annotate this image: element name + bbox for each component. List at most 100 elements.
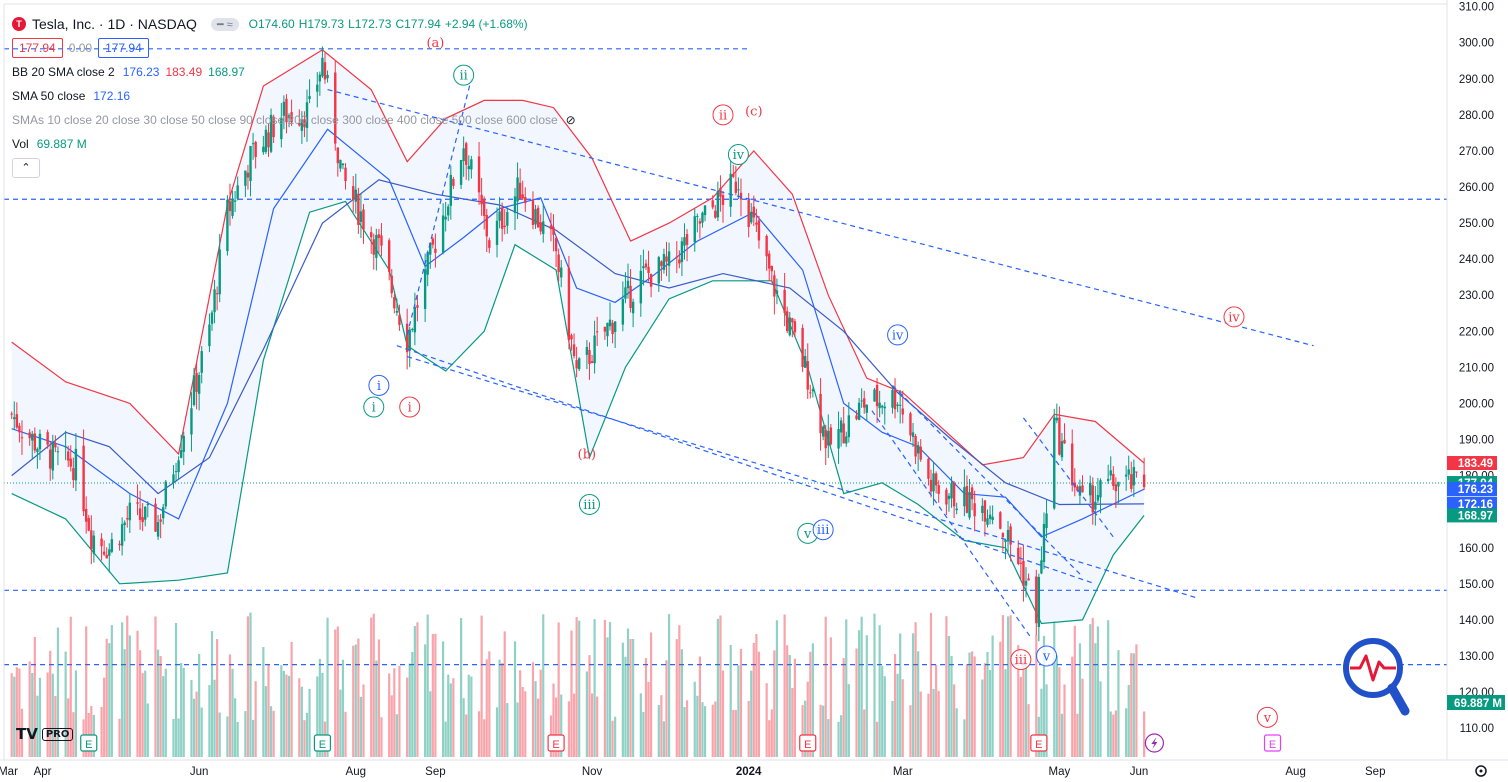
- candle-body: [182, 435, 185, 452]
- wave-label: v: [1256, 706, 1278, 728]
- bb-lower-line: [11, 200, 1145, 625]
- vol-value: 69.887 M: [36, 137, 87, 151]
- candle-body: [873, 389, 876, 402]
- candle-body: [146, 503, 149, 506]
- candle-body: [703, 205, 707, 216]
- candle-body: [988, 514, 992, 519]
- volume-bar: [988, 670, 992, 757]
- sma50-legend[interactable]: SMA 50 close 172.16: [12, 84, 576, 108]
- smas-legend[interactable]: SMAs 10 close 20 close 30 close 50 close…: [12, 108, 576, 132]
- volume-bar: [685, 700, 689, 757]
- volume-bar: [716, 618, 719, 757]
- candle-body: [919, 446, 922, 460]
- volume-bar: [811, 643, 814, 757]
- candle-body: [210, 312, 214, 324]
- earnings-letter: E: [1269, 739, 1276, 751]
- earnings-badge[interactable]: E: [1030, 734, 1048, 752]
- volume-bar: [1006, 616, 1010, 757]
- volume-bar: [680, 649, 684, 757]
- bb-legend[interactable]: BB 20 SMA close 2 176.23 183.49 168.97: [12, 60, 576, 84]
- candle-body: [162, 507, 165, 519]
- volume-bar: [1081, 678, 1084, 757]
- time-axis[interactable]: Mar Apr Jun Aug Sep Nov 2024 Mar May Jun Aug Sep: [0, 759, 1508, 782]
- price-tick-label: 200.00: [1459, 398, 1494, 410]
- tradingview-logo[interactable]: TV PRO: [16, 725, 74, 743]
- candle-body: [770, 266, 773, 272]
- candle-body: [434, 248, 437, 253]
- volume-bar: [121, 622, 124, 757]
- volume-bar: [927, 693, 930, 757]
- candle-body: [485, 215, 488, 237]
- volume-bar: [90, 705, 93, 757]
- volume-bar: [1130, 653, 1133, 757]
- time-axis-bg: [0, 760, 1508, 782]
- candle-body: [986, 518, 989, 525]
- volume-bar: [303, 720, 306, 757]
- candle-body: [595, 331, 599, 333]
- volume-bar: [359, 696, 363, 757]
- volume-bar: [46, 672, 49, 757]
- volume-bar: [18, 668, 21, 757]
- volume-bar: [524, 691, 527, 757]
- candle-body: [449, 174, 453, 206]
- candle-body: [141, 517, 144, 523]
- volume-bar: [344, 711, 347, 757]
- chart-type-pill[interactable]: ━ ≈: [210, 17, 239, 31]
- candle-body: [757, 220, 761, 241]
- candle-body: [108, 549, 111, 556]
- candle-body: [136, 502, 139, 504]
- eye-hidden-icon[interactable]: ⊘: [565, 113, 576, 127]
- trade-row: 177.94 0.00 177.94: [12, 36, 576, 60]
- volume-bar: [408, 663, 411, 757]
- volume-bar: [444, 721, 447, 757]
- sell-button[interactable]: 177.94: [12, 38, 63, 58]
- earnings-badge[interactable]: E: [547, 734, 565, 752]
- volume-bar: [54, 695, 57, 757]
- volume-bar: [406, 677, 409, 757]
- price-axis[interactable]: 110.00120.00130.00140.00150.00160.00170.…: [1446, 0, 1508, 782]
- wave-circle: [727, 144, 749, 166]
- volume-bar: [955, 708, 958, 757]
- wave-text: (c): [745, 105, 762, 120]
- trend-lines: [327, 78, 1314, 639]
- volume-bar: [739, 648, 743, 757]
- volume-bar: [696, 695, 699, 757]
- volume-bar: [590, 693, 594, 757]
- candle-body: [244, 170, 247, 186]
- candle-body: [377, 234, 381, 239]
- volume-bar: [1076, 713, 1079, 757]
- buy-button[interactable]: 177.94: [98, 38, 149, 58]
- wave-circle: [368, 374, 390, 396]
- gear-icon: [1475, 765, 1487, 777]
- volume-bar: [85, 626, 88, 757]
- earnings-badge[interactable]: E: [799, 734, 817, 752]
- candle-body: [465, 143, 468, 165]
- volume-bar: [352, 645, 355, 757]
- candle-body: [359, 211, 363, 222]
- bb-basis-line: [11, 128, 1145, 538]
- chevron-up-icon[interactable]: ⌃: [12, 158, 40, 178]
- volume-bar: [69, 616, 72, 757]
- symbol-title[interactable]: Tesla, Inc. · 1D · NASDAQ: [32, 16, 197, 32]
- earnings-badge[interactable]: E: [80, 734, 98, 752]
- earnings-box: [1263, 734, 1282, 752]
- candle-body: [1099, 480, 1102, 498]
- volume-bar: [13, 676, 16, 757]
- vol-legend[interactable]: Vol 69.887 M: [12, 132, 576, 156]
- candle-body: [264, 129, 268, 152]
- candle-body: [506, 212, 509, 226]
- candle-body: [326, 74, 329, 79]
- volume-bar: [629, 639, 632, 757]
- candle-body: [120, 524, 124, 546]
- volume-bar: [1135, 644, 1138, 757]
- candle-body: [1006, 529, 1010, 542]
- earnings-badge[interactable]: E: [313, 734, 332, 752]
- volume-bar: [1099, 681, 1102, 757]
- chart-legend: T Tesla, Inc. · 1D · NASDAQ ━ ≈ O174.60 …: [12, 12, 576, 180]
- volume-bar: [198, 653, 201, 757]
- volume-bar: [829, 637, 832, 757]
- volume-bar: [791, 688, 794, 757]
- earnings-badge[interactable]: E: [1263, 734, 1282, 752]
